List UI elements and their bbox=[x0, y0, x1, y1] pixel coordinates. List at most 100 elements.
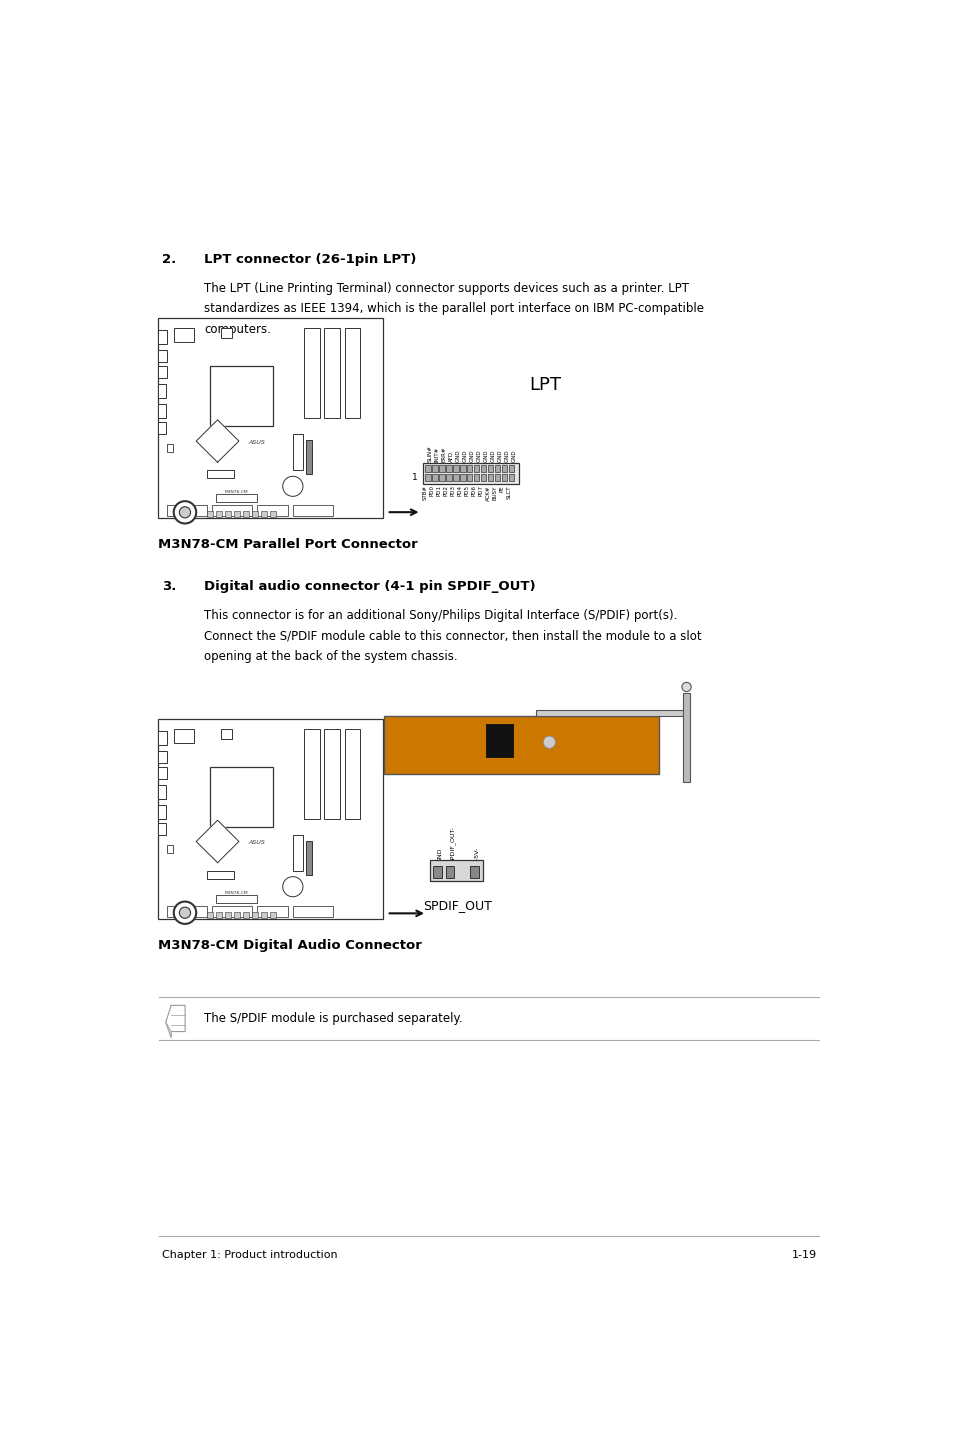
Bar bbox=[384, 716, 659, 773]
Bar bbox=[682, 693, 690, 782]
Bar bbox=[221, 328, 232, 338]
Bar bbox=[234, 511, 240, 517]
Text: CE: CE bbox=[394, 739, 402, 745]
Circle shape bbox=[173, 501, 196, 524]
Bar bbox=[480, 474, 486, 481]
Bar bbox=[173, 328, 193, 342]
Bar bbox=[432, 464, 437, 473]
Polygon shape bbox=[196, 821, 238, 862]
Bar bbox=[486, 725, 513, 756]
Text: GND: GND bbox=[490, 448, 496, 461]
Bar bbox=[158, 766, 167, 779]
Bar bbox=[433, 866, 441, 878]
Bar bbox=[158, 367, 167, 378]
Text: LPT connector (26-1pin LPT): LPT connector (26-1pin LPT) bbox=[204, 252, 416, 266]
Bar bbox=[425, 464, 430, 473]
Text: M3N78-CM Parallel Port Connector: M3N78-CM Parallel Port Connector bbox=[158, 538, 417, 551]
Bar bbox=[212, 505, 253, 517]
Bar bbox=[474, 464, 479, 473]
Text: PD1: PD1 bbox=[436, 485, 441, 497]
Bar bbox=[293, 505, 333, 517]
Text: PD7: PD7 bbox=[478, 485, 483, 497]
Bar bbox=[158, 404, 166, 418]
Bar bbox=[495, 464, 500, 473]
Polygon shape bbox=[196, 420, 238, 463]
Bar bbox=[467, 474, 472, 481]
Text: opening at the back of the system chassis.: opening at the back of the system chassi… bbox=[204, 650, 457, 663]
Text: PD0: PD0 bbox=[430, 485, 435, 497]
Bar bbox=[304, 729, 319, 819]
Bar bbox=[243, 912, 249, 918]
Bar bbox=[293, 835, 303, 871]
Text: GND: GND bbox=[483, 448, 488, 461]
Bar bbox=[459, 464, 465, 473]
Bar bbox=[495, 474, 500, 481]
Bar bbox=[293, 434, 303, 470]
Text: GND: GND bbox=[511, 448, 517, 461]
Bar bbox=[306, 841, 312, 875]
Bar bbox=[158, 351, 167, 362]
Bar bbox=[158, 805, 166, 819]
Bar bbox=[422, 464, 518, 484]
Text: SLIN#: SLIN# bbox=[428, 445, 433, 461]
Bar bbox=[501, 464, 507, 473]
Bar bbox=[158, 730, 167, 745]
Text: The S/PDIF module is purchased separately.: The S/PDIF module is purchased separatel… bbox=[204, 1012, 462, 1025]
Bar bbox=[256, 505, 288, 517]
Bar bbox=[324, 328, 339, 418]
Bar bbox=[261, 912, 267, 918]
Bar bbox=[446, 474, 451, 481]
Text: M3N78-CM: M3N78-CM bbox=[225, 490, 248, 494]
Text: BUSY: BUSY bbox=[493, 485, 497, 500]
Bar bbox=[324, 729, 339, 819]
Bar bbox=[488, 464, 493, 473]
Text: PD3: PD3 bbox=[451, 485, 456, 497]
Bar bbox=[167, 845, 172, 852]
Text: STB#: STB# bbox=[422, 485, 428, 500]
Bar bbox=[453, 474, 458, 481]
Bar bbox=[234, 912, 240, 918]
Bar bbox=[158, 331, 167, 344]
Bar bbox=[501, 474, 507, 481]
Bar bbox=[467, 464, 472, 473]
Text: PD6: PD6 bbox=[472, 485, 476, 497]
Bar bbox=[293, 905, 333, 916]
Text: SPDIF_OUT: SPDIF_OUT bbox=[423, 899, 492, 912]
Bar bbox=[207, 470, 234, 478]
Text: SPDIF-BA: SPDIF-BA bbox=[388, 765, 410, 769]
Text: This connector is for an additional Sony/Philips Digital Interface (S/PDIF) port: This connector is for an additional Sony… bbox=[204, 609, 678, 621]
Bar bbox=[488, 474, 493, 481]
Text: GND: GND bbox=[437, 848, 442, 862]
Bar bbox=[207, 511, 213, 517]
Bar bbox=[167, 505, 207, 517]
Bar bbox=[535, 710, 686, 716]
Text: M3N78-CM: M3N78-CM bbox=[225, 891, 248, 895]
Bar bbox=[158, 384, 166, 398]
Bar bbox=[167, 905, 207, 916]
Text: M3N78-CM Digital Audio Connector: M3N78-CM Digital Audio Connector bbox=[158, 939, 421, 952]
Bar bbox=[270, 912, 275, 918]
Bar bbox=[210, 367, 273, 427]
Text: GND: GND bbox=[462, 448, 467, 461]
Text: SLCT: SLCT bbox=[506, 485, 511, 498]
Bar bbox=[158, 785, 166, 799]
Text: PD5: PD5 bbox=[464, 485, 470, 497]
Bar bbox=[173, 729, 193, 743]
Bar bbox=[158, 422, 166, 434]
Circle shape bbox=[542, 736, 555, 749]
Circle shape bbox=[173, 902, 196, 924]
Bar bbox=[474, 474, 479, 481]
Bar bbox=[158, 822, 166, 835]
Bar bbox=[430, 861, 482, 881]
Text: ASUS: ASUS bbox=[614, 752, 638, 762]
Text: ACK#: ACK# bbox=[485, 485, 490, 501]
Circle shape bbox=[681, 683, 691, 692]
Bar bbox=[256, 905, 288, 916]
Bar bbox=[439, 474, 444, 481]
Bar bbox=[425, 474, 430, 481]
Text: +5V-: +5V- bbox=[475, 846, 479, 862]
Text: PD4: PD4 bbox=[457, 485, 462, 497]
Bar bbox=[207, 871, 234, 879]
Bar bbox=[158, 318, 382, 518]
Bar bbox=[243, 511, 249, 517]
